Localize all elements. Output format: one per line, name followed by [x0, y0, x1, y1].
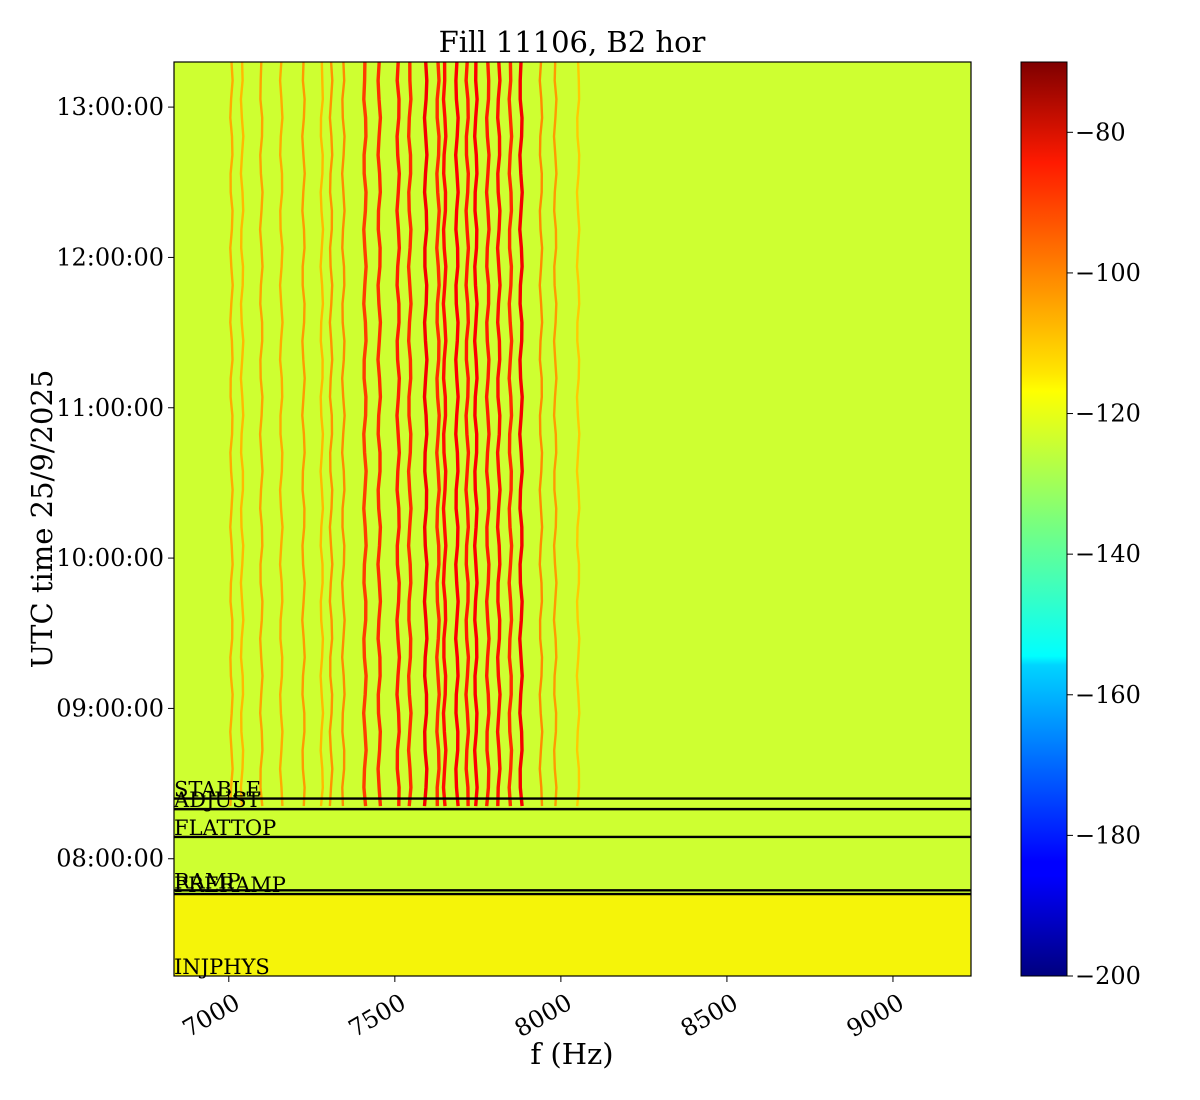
spectral-line [361, 62, 368, 807]
y-tick-label: 13:00:00 [56, 93, 164, 121]
colorbar [1020, 61, 1068, 977]
spectral-line [472, 62, 479, 807]
spectral-line [376, 62, 383, 807]
event-label: PRERAMP [174, 873, 286, 897]
spectral-line [229, 62, 234, 807]
spectral-line [464, 62, 471, 807]
spectral-line [395, 62, 402, 807]
x-axis: 7000 7500 8000 8500 9000 [178, 976, 909, 1043]
event-label: INJPHYS [174, 955, 270, 979]
spectral-line [301, 62, 306, 807]
spectral-line [518, 62, 524, 807]
x-tick-label: 8500 [676, 988, 743, 1043]
x-tick-label: 7500 [344, 988, 411, 1043]
x-tick-label: 8000 [510, 988, 577, 1043]
spectral-line [552, 62, 558, 807]
spectral-line [328, 62, 334, 807]
spectral-line [435, 62, 441, 807]
event-label: FLATTOP [174, 816, 276, 840]
spectral-line [258, 62, 264, 807]
y-axis: 08:00:00 09:00:00 10:00:00 11:00:00 12:00:00… [56, 93, 174, 873]
colorbar-tick-label: −120 [1075, 400, 1141, 428]
colorbar-tick-label: −140 [1075, 540, 1141, 568]
spectral-line [538, 62, 544, 807]
colorbar-tick-label: −180 [1075, 821, 1141, 849]
spectral-line [495, 62, 502, 807]
spectral-line [453, 62, 460, 807]
y-tick-label: 10:00:00 [56, 544, 164, 572]
colorbar-tick-label: −160 [1075, 681, 1141, 709]
spectral-line [422, 62, 429, 807]
spectral-line [319, 62, 325, 807]
spectral-line [340, 62, 346, 807]
spectral-line [278, 62, 284, 807]
spectral-line [239, 62, 245, 807]
y-axis-label: UTC time 25/9/2025 [25, 370, 59, 669]
injection-band [174, 894, 971, 976]
event-label: STABLE [174, 778, 261, 802]
colorbar-tick-label: −100 [1075, 259, 1141, 287]
spectral-line [507, 62, 514, 807]
spectrogram-background [174, 62, 971, 976]
colorbar-tick-label: −80 [1075, 118, 1126, 146]
x-tick-label: 9000 [842, 988, 909, 1043]
x-axis-label: f (Hz) [530, 1037, 613, 1071]
colorbar-tick-label: −200 [1075, 962, 1141, 990]
y-tick-label: 11:00:00 [56, 394, 164, 422]
spectral-line [406, 62, 413, 807]
event-label: RAMP [174, 869, 241, 893]
y-tick-label: 12:00:00 [56, 243, 164, 271]
plot-area [174, 62, 971, 976]
spectral-line [441, 62, 448, 807]
colorbar-axis: −80 −100 −120 −140 −160 −180 −200 [1067, 118, 1141, 990]
y-tick-label: 08:00:00 [56, 845, 164, 873]
x-tick-label: 7000 [178, 988, 245, 1043]
event-label: ADJUST [173, 788, 261, 812]
spectral-line [575, 62, 581, 807]
plot-frame [173, 61, 972, 977]
y-tick-label: 09:00:00 [56, 694, 164, 722]
spectral-line [484, 62, 491, 807]
chart-title: Fill 11106, B2 hor [439, 25, 706, 59]
